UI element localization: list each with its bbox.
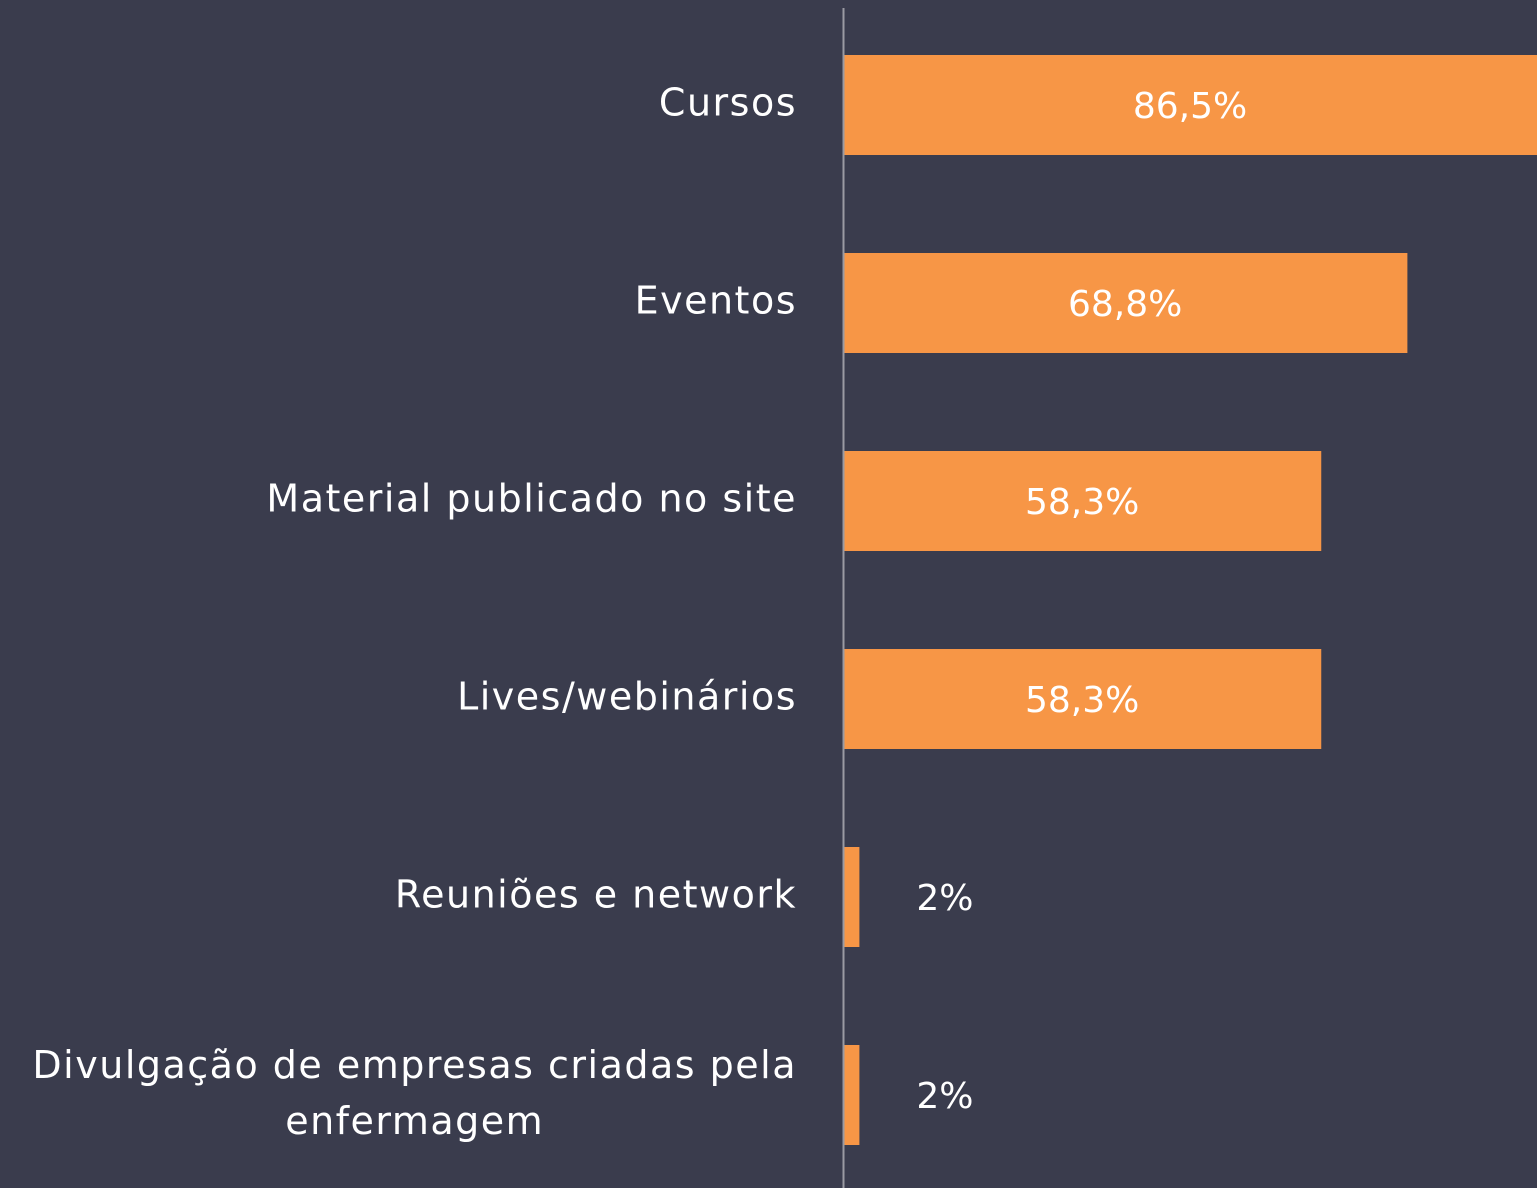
category-label: Cursos (659, 81, 797, 125)
data-label: 2% (916, 1076, 973, 1117)
category-label: Eventos (635, 279, 797, 323)
data-label: 58,3% (1025, 680, 1139, 721)
category-label: Material publicado no site (266, 477, 797, 521)
bar (843, 55, 1537, 155)
bar (843, 451, 1322, 551)
data-label: 68,8% (1068, 284, 1182, 325)
bar (843, 847, 860, 947)
category-label: Lives/webinários (457, 675, 797, 719)
category-label: Divulgação de empresas criadas pela enfer… (32, 1043, 797, 1143)
bars (843, 55, 1537, 1145)
data-label: 2% (916, 878, 973, 919)
category-label: Reuniões e network (395, 873, 797, 917)
bar (843, 649, 1322, 749)
bar (843, 253, 1408, 353)
data-label: 58,3% (1025, 482, 1139, 523)
bar (843, 1045, 860, 1145)
data-label: 86,5% (1133, 86, 1247, 127)
